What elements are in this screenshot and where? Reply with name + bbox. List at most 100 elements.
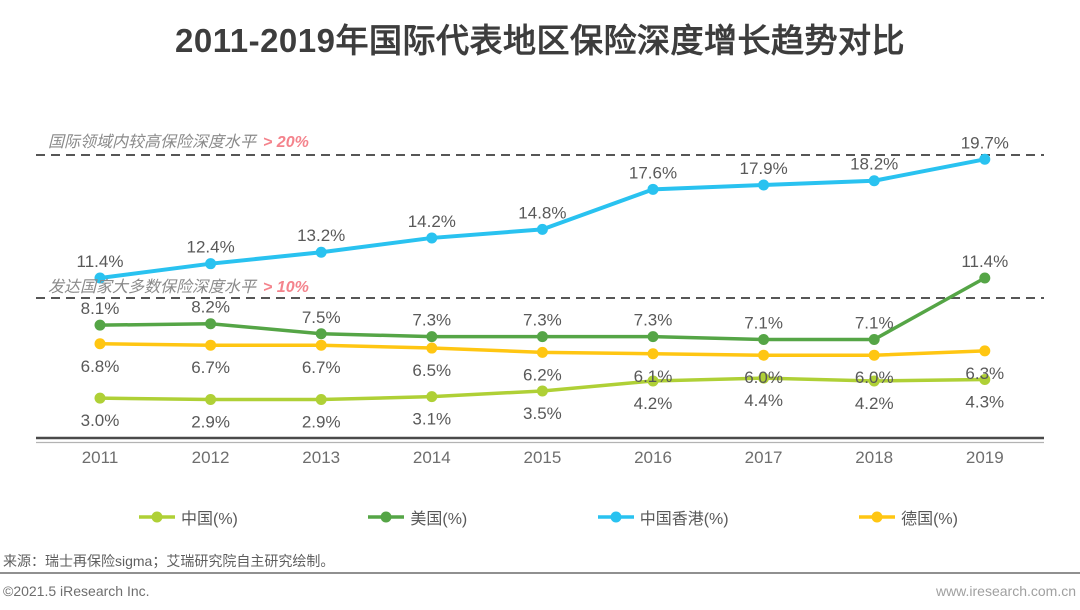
data-label: 11.4%	[77, 252, 124, 271]
data-point	[315, 246, 327, 258]
data-label: 2.9%	[191, 413, 230, 432]
data-label: 2.9%	[302, 413, 341, 432]
data-label: 14.2%	[408, 212, 456, 231]
data-point	[94, 272, 106, 284]
data-label: 6.7%	[191, 358, 230, 377]
data-point	[979, 345, 991, 357]
data-point	[758, 349, 770, 361]
data-label: 17.6%	[629, 163, 677, 182]
legend-marker-china-icon	[139, 511, 175, 523]
data-point	[94, 338, 106, 350]
data-label: 4.4%	[744, 391, 783, 410]
data-label: 3.1%	[412, 410, 451, 429]
data-point	[868, 349, 880, 361]
data-point	[979, 374, 991, 386]
data-label: 4.3%	[965, 393, 1004, 412]
data-label: 6.7%	[302, 358, 341, 377]
data-label: 13.2%	[297, 226, 345, 245]
data-label: 3.0%	[81, 411, 120, 430]
data-point	[536, 346, 548, 358]
chart-legend: 中国(%) 美国(%) 中国香港(%) 德国(%)	[138, 505, 958, 529]
legend-item-hongkong: 中国香港(%)	[597, 505, 729, 529]
data-point	[647, 183, 659, 195]
annotation-highlight: > 10%	[263, 279, 309, 296]
data-point	[205, 258, 217, 270]
legend-label: 德国(%)	[901, 511, 958, 528]
chart-canvas: 3.0% 2.9% 2.9% 3.1% 3.5% 4.2% 4.4% 4.2% 4.3% 8.1%…	[36, 133, 1044, 467]
data-point	[94, 319, 106, 331]
data-label: 6.0%	[744, 368, 783, 387]
legend-marker-usa-icon	[368, 511, 405, 523]
x-axis-label: 2019	[966, 448, 1004, 467]
data-label: 6.8%	[81, 357, 120, 376]
x-axis-label: 2015	[523, 448, 561, 467]
x-axis-label: 2011	[82, 448, 119, 467]
data-point	[647, 375, 659, 387]
legend-item-china: 中国(%)	[138, 505, 238, 529]
x-axis-label: 2012	[192, 448, 230, 467]
data-label: 7.3%	[412, 311, 451, 330]
legend-label: 中国(%)	[181, 511, 238, 528]
x-axis-label: 2018	[855, 448, 893, 467]
website-text: www.iresearch.com.cn	[935, 583, 1076, 599]
data-point	[536, 223, 548, 235]
data-label: 4.2%	[855, 394, 894, 413]
x-axis-label: 2014	[413, 448, 451, 467]
data-point	[426, 342, 438, 354]
data-point	[94, 392, 106, 404]
data-label: 8.1%	[81, 299, 120, 318]
x-axis-label: 2017	[745, 448, 783, 467]
data-point	[205, 394, 217, 406]
data-label: 3.5%	[523, 404, 562, 423]
data-label: 7.3%	[634, 311, 673, 330]
data-label: 7.5%	[302, 308, 341, 327]
data-label: 6.3%	[965, 364, 1004, 383]
data-label: 8.2%	[191, 298, 230, 317]
copyright-text: ©2021.5 iResearch Inc.	[3, 583, 150, 599]
x-axis-label: 2013	[302, 448, 340, 467]
data-point	[868, 333, 880, 345]
data-label: 6.2%	[523, 365, 562, 384]
legend-label: 美国(%)	[410, 511, 468, 528]
data-label: 14.8%	[518, 203, 566, 222]
legend-marker-hongkong-icon	[597, 511, 634, 523]
annotation-text: 国际领域内较高保险深度水平	[48, 134, 257, 151]
data-point	[315, 328, 327, 340]
legend-item-usa: 美国(%)	[367, 505, 467, 529]
data-point	[758, 333, 770, 345]
data-point	[536, 385, 548, 397]
data-label: 7.1%	[855, 313, 894, 332]
page-title: 2011-2019年国际代表地区保险深度增长趋势对比	[175, 22, 905, 59]
data-label: 18.2%	[850, 155, 898, 174]
data-point	[979, 272, 991, 284]
data-label: 4.2%	[634, 394, 673, 413]
data-point	[647, 331, 659, 343]
source-note: 来源：瑞士再保险sigma；艾瑞研究院自主研究绘制。	[3, 553, 335, 569]
data-label: 12.4%	[186, 238, 234, 257]
data-label: 11.4%	[961, 252, 1008, 271]
threshold-annotation-low: 发达国家大多数保险深度水平 > 10%	[48, 273, 309, 297]
data-point	[868, 375, 880, 387]
data-point	[205, 318, 217, 330]
data-label: 7.3%	[523, 311, 562, 330]
data-point	[758, 372, 770, 384]
data-point	[205, 339, 217, 351]
data-point	[426, 232, 438, 244]
x-axis-label: 2016	[634, 448, 672, 467]
data-label: 6.5%	[412, 361, 451, 380]
data-point	[758, 179, 770, 191]
data-point	[426, 331, 438, 343]
data-point	[979, 153, 991, 165]
threshold-annotation-high: 国际领域内较高保险深度水平 > 20%	[48, 128, 309, 152]
data-label: 6.0%	[855, 368, 894, 387]
annotation-text: 发达国家大多数保险深度水平	[48, 279, 257, 296]
data-label: 19.7%	[961, 133, 1009, 152]
legend-item-germany: 德国(%)	[858, 505, 958, 529]
data-point	[647, 348, 659, 360]
data-point	[536, 331, 548, 343]
footer-row: ©2021.5 iResearch Inc. www.iresearch.com…	[3, 583, 1076, 599]
legend-marker-germany-icon	[859, 511, 896, 523]
data-label: 6.1%	[634, 367, 673, 386]
footer-divider	[0, 572, 1080, 574]
